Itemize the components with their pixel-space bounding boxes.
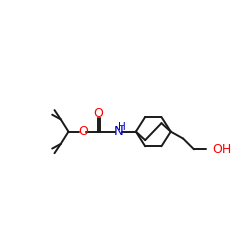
Text: N: N bbox=[114, 125, 124, 138]
Text: O: O bbox=[78, 125, 88, 138]
Text: H: H bbox=[118, 122, 126, 132]
Text: OH: OH bbox=[212, 143, 231, 156]
Text: O: O bbox=[94, 107, 104, 120]
